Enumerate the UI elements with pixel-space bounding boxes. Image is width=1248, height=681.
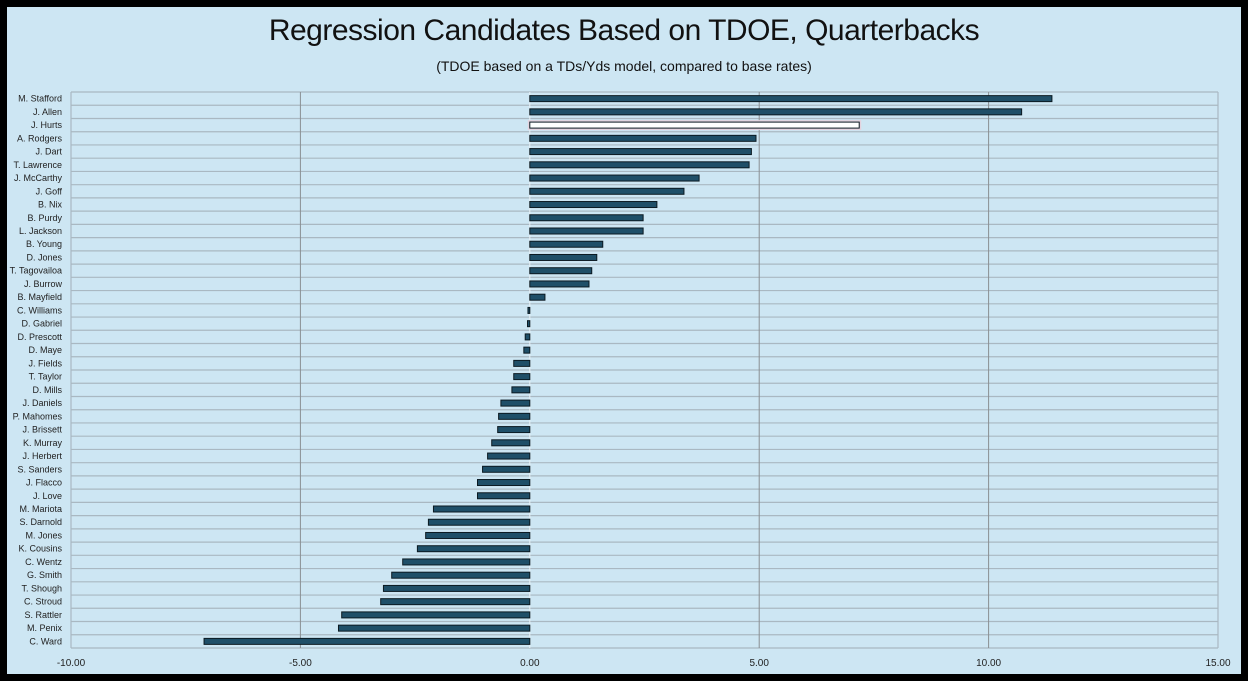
category-label: C. Stroud — [24, 597, 62, 607]
bar-s-rattler — [341, 611, 531, 619]
category-label: B. Young — [26, 239, 62, 249]
category-label: J. Hurts — [31, 120, 63, 130]
bar-g-smith — [391, 571, 531, 579]
bar-j-flacco — [476, 479, 531, 487]
x-tick-label: 10.00 — [976, 658, 1001, 669]
category-label: T. Lawrence — [13, 160, 62, 170]
bar-t-taylor — [513, 373, 531, 381]
category-label: J. Daniels — [22, 398, 62, 408]
category-label: J. Herbert — [22, 451, 62, 461]
bar-j-mccarthy — [529, 174, 700, 182]
category-label: K. Cousins — [18, 544, 62, 554]
bar-m-jones — [425, 531, 531, 539]
bar-c-ward — [203, 637, 531, 645]
bar-m-mariota — [432, 505, 531, 513]
bar-j-herbert — [487, 452, 531, 460]
bar-j-love — [476, 492, 531, 500]
category-label: C. Williams — [17, 305, 62, 315]
category-label: C. Wentz — [25, 557, 62, 567]
bar-m-stafford — [529, 95, 1053, 103]
category-label: C. Ward — [29, 636, 62, 646]
bar-b-purdy — [529, 214, 644, 222]
category-label: S. Rattler — [24, 610, 62, 620]
category-label: M. Penix — [27, 623, 63, 633]
bar-m-penix — [337, 624, 531, 632]
bar-b-young — [529, 240, 604, 248]
bar-j-dart — [529, 148, 752, 156]
bar-d-gabriel — [527, 320, 531, 328]
bar-j-allen — [529, 108, 1023, 116]
chart-subtitle: (TDOE based on a TDs/Yds model, compared… — [436, 58, 812, 74]
bar-s-darnold — [427, 518, 531, 526]
bar-j-brissett — [497, 426, 531, 434]
bar-d-maye — [523, 346, 531, 354]
category-label: G. Smith — [27, 570, 62, 580]
category-label: K. Murray — [23, 438, 63, 448]
category-label: J. Love — [33, 491, 62, 501]
category-label: M. Jones — [25, 530, 62, 540]
bar-j-hurts — [529, 121, 860, 129]
x-tick-label: 0.00 — [520, 658, 540, 669]
category-label: S. Darnold — [19, 517, 62, 527]
bar-k-cousins — [416, 545, 531, 553]
x-tick-label: 5.00 — [749, 658, 769, 669]
category-label: M. Mariota — [19, 504, 62, 514]
category-label: S. Sanders — [17, 464, 62, 474]
category-label: M. Stafford — [18, 94, 62, 104]
bar-t-lawrence — [529, 161, 750, 169]
category-label: J. Dart — [35, 147, 62, 157]
category-label: J. Burrow — [24, 279, 63, 289]
category-label: J. Flacco — [26, 478, 62, 488]
bar-t-tagovailoa — [529, 267, 593, 275]
category-label: D. Prescott — [17, 332, 62, 342]
category-label: D. Mills — [33, 385, 63, 395]
bar-b-nix — [529, 201, 658, 209]
bar-j-burrow — [529, 280, 590, 288]
category-label: T. Taylor — [29, 372, 62, 382]
x-tick-label: 15.00 — [1205, 658, 1230, 669]
category-label: J. Fields — [28, 358, 62, 368]
category-label: J. Brissett — [22, 425, 62, 435]
bar-c-stroud — [380, 598, 531, 606]
category-label: A. Rodgers — [17, 133, 63, 143]
x-tick-label: -5.00 — [289, 658, 312, 669]
category-label: D. Maye — [28, 345, 62, 355]
category-label: J. Allen — [33, 107, 62, 117]
bar-c-wentz — [402, 558, 531, 566]
category-label: L. Jackson — [19, 226, 62, 236]
x-tick-label: -10.00 — [57, 658, 86, 669]
category-label: P. Mahomes — [13, 411, 63, 421]
bar-c-williams — [527, 306, 531, 314]
bar-d-prescott — [524, 333, 531, 341]
chart-title: Regression Candidates Based on TDOE, Qua… — [268, 14, 980, 47]
bar-p-mahomes — [498, 412, 531, 420]
bar-d-mills — [511, 386, 531, 394]
category-label: T. Tagovailoa — [10, 266, 62, 276]
bar-l-jackson — [529, 227, 644, 235]
bar-j-goff — [529, 187, 685, 195]
category-label: B. Mayfield — [17, 292, 62, 302]
bar-d-jones — [529, 253, 598, 261]
category-label: J. McCarthy — [14, 173, 63, 183]
category-label: B. Purdy — [27, 213, 62, 223]
category-label: D. Gabriel — [21, 319, 62, 329]
bar-j-fields — [513, 359, 531, 367]
bar-t-shough — [382, 584, 531, 592]
category-label: J. Goff — [36, 186, 63, 196]
bar-j-daniels — [500, 399, 531, 407]
category-label: D. Jones — [26, 252, 62, 262]
category-label: B. Nix — [38, 200, 63, 210]
category-label: T. Shough — [21, 583, 62, 593]
bar-k-murray — [491, 439, 531, 447]
bar-s-sanders — [482, 465, 531, 473]
bar-a-rodgers — [529, 134, 757, 142]
bar-b-mayfield — [529, 293, 546, 301]
